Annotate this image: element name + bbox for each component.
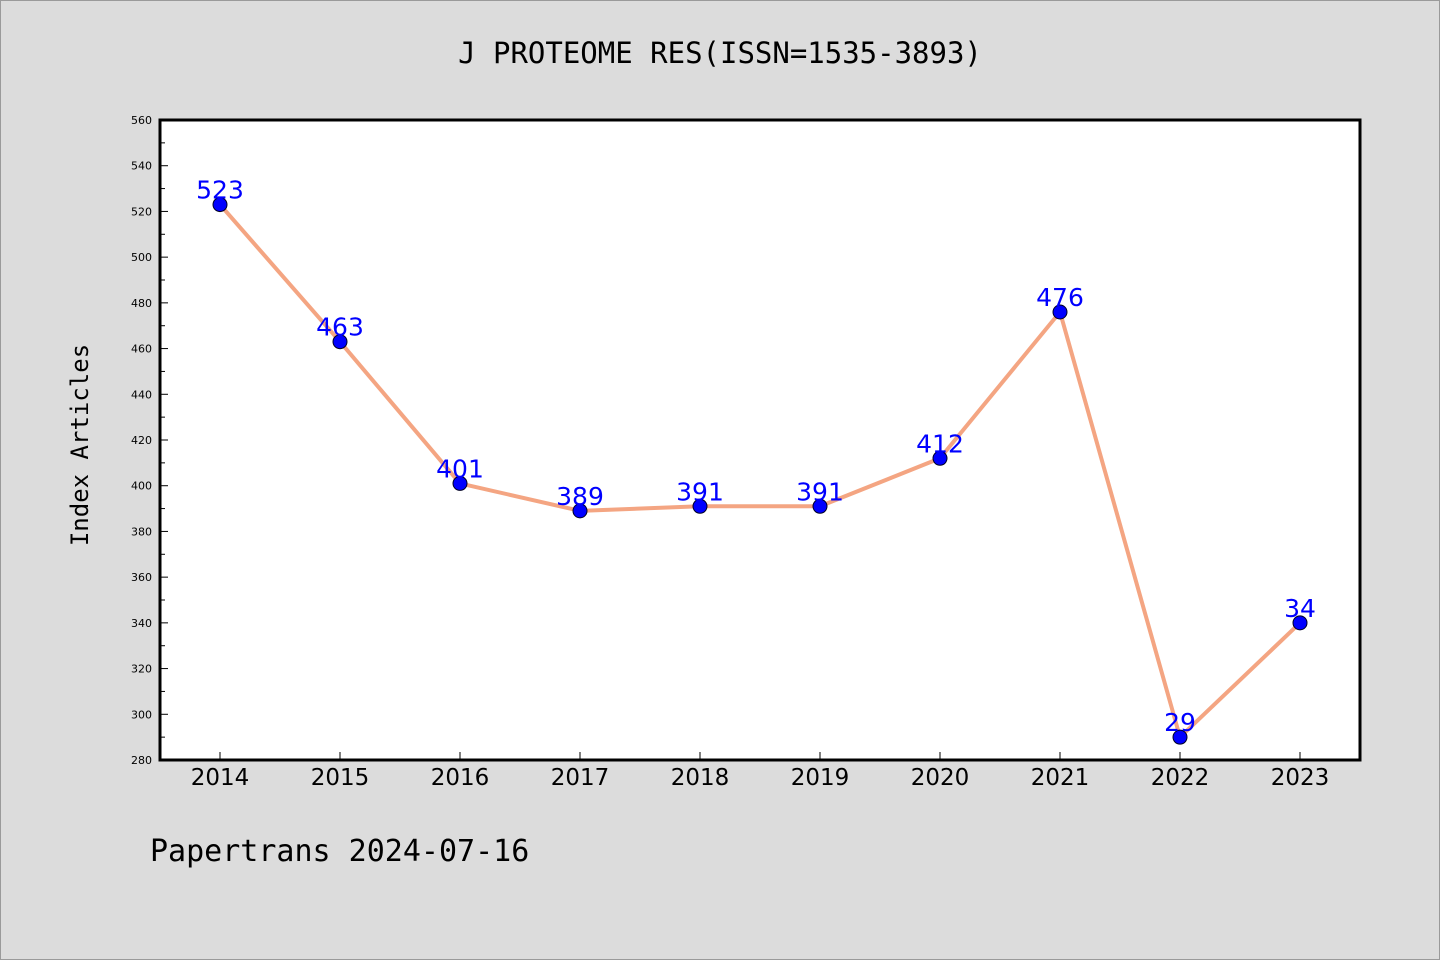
data-point: [212, 197, 228, 213]
y-tick-label: 320: [131, 663, 152, 676]
x-tick-label: 2019: [791, 765, 850, 791]
chart-title: J PROTEOME RES(ISSN=1535-3893): [458, 36, 982, 70]
x-tick-label: 2018: [671, 765, 730, 791]
y-tick-label: 480: [131, 297, 152, 310]
x-tick-label: 2020: [911, 765, 970, 791]
y-tick-label: 400: [131, 480, 152, 493]
x-tick-label: 2015: [311, 765, 370, 791]
data-label: 391: [676, 477, 724, 506]
y-tick-label: 340: [131, 617, 152, 630]
y-tick-label: 520: [131, 205, 152, 218]
data-label: 29: [1164, 708, 1196, 737]
x-tick-label: 2023: [1271, 765, 1330, 791]
x-tick-label: 2016: [431, 765, 490, 791]
plot-border: [158, 118, 1362, 762]
y-tick-label: 500: [131, 251, 152, 264]
series-group: [212, 197, 1308, 745]
x-tick-label: 2014: [191, 765, 250, 791]
data-label: 412: [916, 429, 964, 458]
data-point: [572, 503, 588, 519]
data-label: 389: [556, 482, 604, 511]
y-tick-label: 300: [131, 708, 152, 721]
data-point: [1052, 304, 1068, 320]
data-label: 34: [1284, 594, 1316, 623]
data-label: 476: [1036, 283, 1084, 312]
data-label: 463: [316, 313, 364, 342]
data-point: [932, 450, 948, 466]
x-tick-label: 2022: [1151, 765, 1210, 791]
y-axis: 280 300 320 340 360 380 400 420 440 460 480 500 520 5…: [131, 114, 168, 767]
x-tick-label: 2021: [1031, 765, 1090, 791]
y-tick-label: 540: [131, 160, 152, 173]
y-tick-label: 280: [131, 754, 152, 767]
data-point: [332, 334, 348, 350]
data-point: [1172, 729, 1188, 745]
data-label: 523: [196, 176, 244, 205]
y-tick-label: 360: [131, 571, 152, 584]
data-label: 401: [436, 454, 484, 483]
y-tick-label: 420: [131, 434, 152, 447]
y-tick-label: 460: [131, 343, 152, 356]
data-point: [452, 475, 468, 491]
footer-credit: Papertrans 2024-07-16: [150, 834, 530, 869]
data-point: [1292, 615, 1308, 631]
y-tick-label: 440: [131, 388, 152, 401]
x-axis: 2014 2015 2016 2017 2018 2019 2020 2021 2022 2023: [191, 752, 1330, 791]
data-point: [692, 498, 708, 514]
plot-area: [160, 120, 1360, 760]
y-tick-label: 560: [131, 114, 152, 127]
data-label: 391: [796, 477, 844, 506]
series-line: [218, 203, 1302, 740]
data-point: [812, 498, 828, 514]
x-tick-label: 2017: [551, 765, 610, 791]
data-labels-group: 523 463 401 389 391 391 412 476 29 34: [196, 176, 1316, 738]
y-tick-label: 380: [131, 525, 152, 538]
